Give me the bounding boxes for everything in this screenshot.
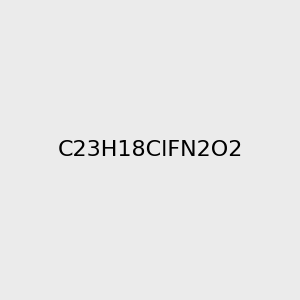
Text: C23H18ClFN2O2: C23H18ClFN2O2 — [57, 140, 243, 160]
